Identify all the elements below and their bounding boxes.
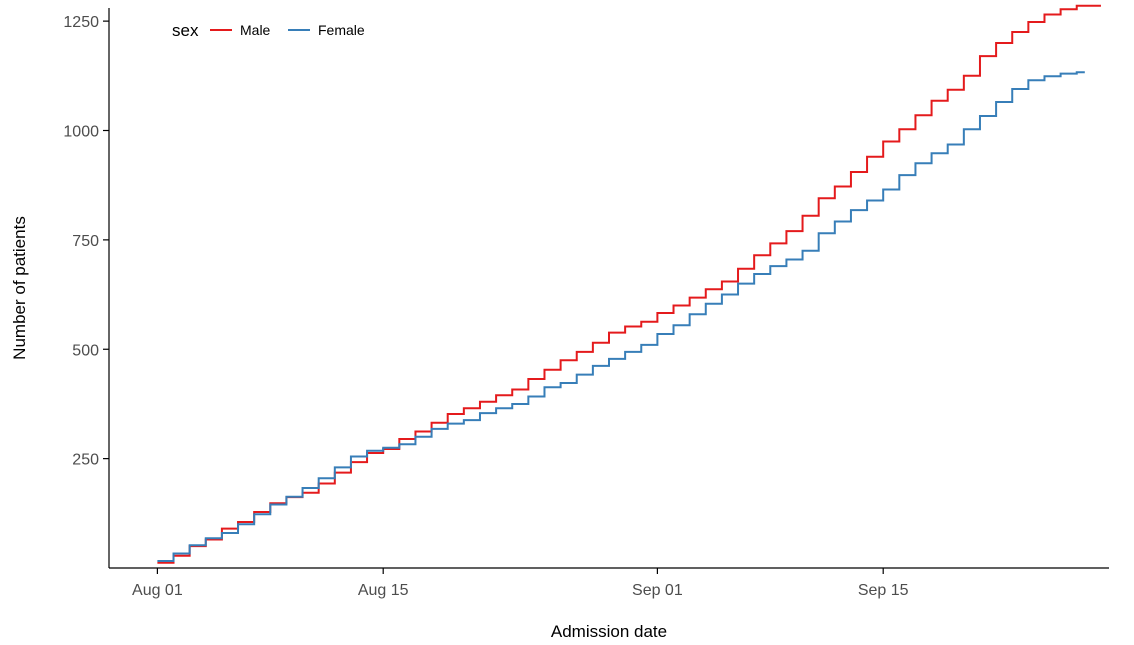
- x-tick-label: Sep 15: [858, 582, 909, 599]
- x-tick-label: Sep 01: [632, 582, 683, 599]
- legend-label-male: Male: [240, 22, 271, 38]
- y-tick-label: 750: [72, 233, 99, 250]
- legend: sex Male Female: [172, 21, 365, 40]
- x-tick-label: Aug 01: [132, 582, 183, 599]
- y-tick-label: 250: [72, 452, 99, 469]
- x-ticks: Aug 01 Aug 15 Sep 01 Sep 15: [132, 568, 909, 599]
- x-tick-label: Aug 15: [358, 582, 409, 599]
- legend-label-female: Female: [318, 22, 365, 38]
- series-layer: [157, 4, 1101, 564]
- series-line-female: [157, 71, 1085, 562]
- legend-title: sex: [172, 21, 199, 40]
- y-ticks: 250 500 750 1000 1250: [63, 14, 109, 469]
- y-tick-label: 500: [72, 342, 99, 359]
- y-tick-label: 1000: [63, 124, 99, 141]
- x-axis-title: Admission date: [551, 622, 667, 641]
- y-axis-title: Number of patients: [10, 216, 29, 360]
- axes: [108, 8, 1109, 569]
- y-tick-label: 1250: [63, 14, 99, 31]
- series-line-male: [157, 4, 1101, 564]
